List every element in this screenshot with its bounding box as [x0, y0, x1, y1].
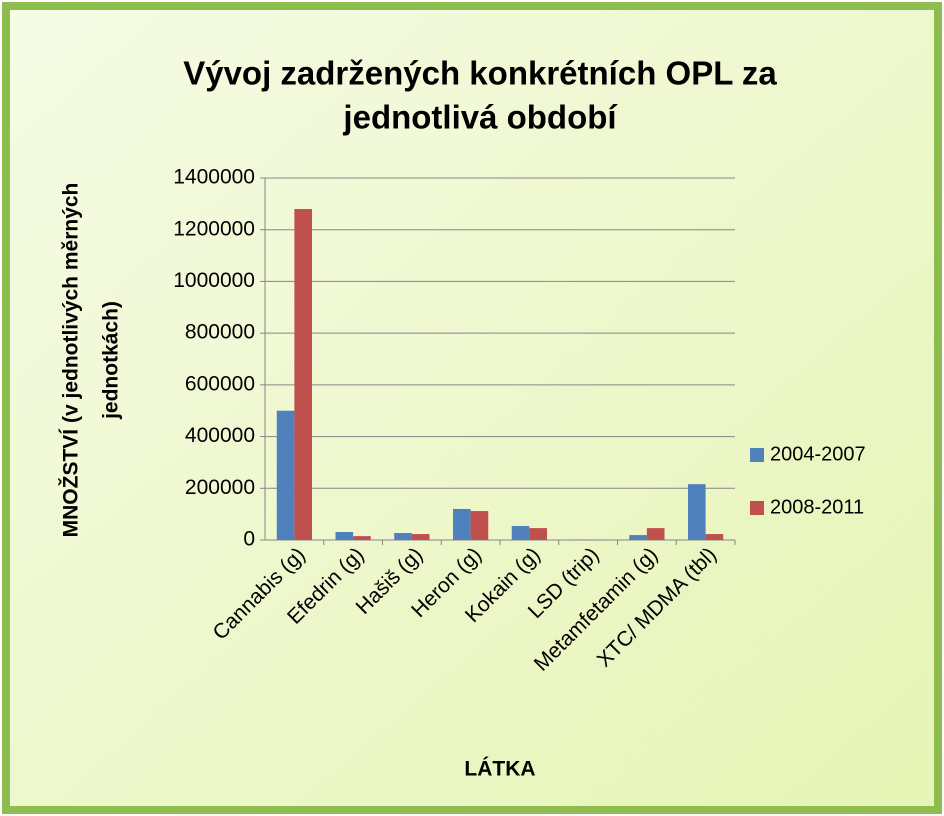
- bar: [646, 528, 665, 540]
- bar: [705, 534, 724, 540]
- bar: [353, 536, 371, 540]
- bar: [276, 410, 295, 540]
- bar: [335, 531, 354, 540]
- legend-label: 2004-2007: [770, 443, 866, 465]
- bar: [629, 535, 647, 540]
- chart-title: jednotlivá období: [342, 99, 618, 136]
- bar: [411, 534, 430, 540]
- y-tick-label: 1200000: [173, 217, 255, 240]
- bar: [688, 484, 706, 540]
- y-axis-title: MNOŽSTVÍ (v jednotlivých měrných jednotk…: [59, 183, 123, 538]
- chart-title: Vývoj zadržených konkrétních OPL za: [183, 55, 777, 92]
- y-tick-label: 1000000: [173, 269, 255, 292]
- bar: [470, 511, 489, 540]
- bar: [570, 539, 589, 540]
- x-axis-title: LÁTKA: [464, 758, 535, 781]
- y-tick-label: 200000: [185, 476, 255, 499]
- bar: [529, 528, 547, 540]
- y-tick-label: 800000: [185, 321, 255, 344]
- bar: [453, 508, 471, 540]
- y-tick-label: 1400000: [173, 166, 255, 189]
- y-axis-title-line: MNOŽSTVÍ (v jednotlivých měrných: [59, 183, 83, 538]
- y-tick-label: 400000: [185, 424, 255, 447]
- legend-label: 2008-2011: [770, 496, 864, 518]
- y-tick-label: 600000: [185, 372, 255, 395]
- y-tick-label: 0: [243, 528, 255, 551]
- bar: [294, 209, 312, 540]
- y-axis-title-line: jednotkách): [100, 301, 123, 420]
- legend-swatch: [750, 501, 764, 515]
- bar: [511, 526, 530, 540]
- bar: [394, 533, 412, 540]
- legend-swatch: [750, 448, 764, 462]
